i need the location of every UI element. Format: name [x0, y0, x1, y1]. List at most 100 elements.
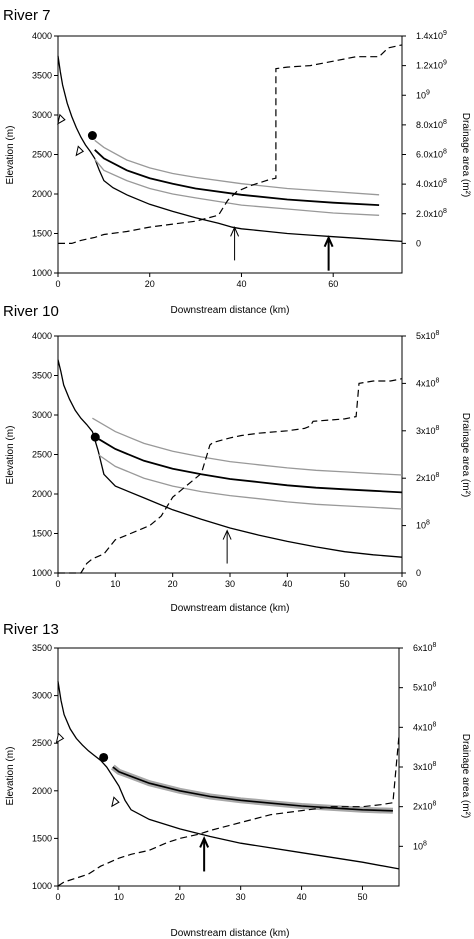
- y2-axis-label: Drainage area (m²): [460, 113, 471, 197]
- y-tick-label: 3500: [32, 643, 52, 653]
- x-tick-label: 20: [168, 579, 178, 589]
- y2-tick-label: 3x108: [416, 425, 440, 436]
- x-tick-label: 40: [282, 579, 292, 589]
- series-profile: [57, 359, 403, 558]
- y2-tick-label: 0: [416, 238, 421, 248]
- chart-title: River 13: [3, 621, 59, 638]
- series-bound: [94, 139, 380, 196]
- chart-river-13: River 13 Downstream distance (km) Elevat…: [3, 621, 471, 939]
- plot-area: 0 20 40 60 1000 1500 2000 2500 3000 3500 4000 1.4x1…: [32, 30, 447, 289]
- y-tick-label: 2500: [32, 150, 52, 160]
- y-tick-label: 3000: [32, 110, 52, 120]
- y-tick-label: 1000: [32, 568, 52, 578]
- y2-tick-label: 6.0x108: [416, 149, 447, 160]
- chart-title: River 7: [3, 7, 51, 24]
- y2-tick-label: 4x108: [413, 721, 437, 732]
- triangle-marker: [111, 796, 120, 808]
- y-tick-label: 2500: [32, 738, 52, 748]
- plot-frame: [57, 647, 400, 887]
- x-tick-label: 10: [110, 579, 120, 589]
- x-tick-label: 0: [55, 892, 60, 902]
- y-axis-label: Elevation (m): [5, 126, 16, 185]
- series-area: [58, 44, 403, 244]
- y2-tick-label: 1.2x109: [416, 60, 447, 71]
- x-tick-label: 50: [340, 579, 350, 589]
- arrow-head: [323, 235, 334, 248]
- x-tick-label: 20: [175, 892, 185, 902]
- series-bound: [94, 158, 380, 216]
- y-tick-label: 1500: [32, 229, 52, 239]
- y-tick-label: 3500: [32, 371, 52, 381]
- y-tick-label: 1500: [32, 529, 52, 539]
- x-tick-label: 30: [225, 579, 235, 589]
- arrow-head: [222, 529, 232, 540]
- x-tick-label: 20: [145, 279, 155, 289]
- y2-tick-label: 2x108: [413, 801, 437, 812]
- arrow-head: [230, 226, 240, 237]
- y-tick-label: 3000: [32, 410, 52, 420]
- y2-tick-label: 3x108: [413, 761, 437, 772]
- plot-area: 0 10 20 30 40 50 1000 1500 2000 2500 3000 3500 6x108…: [32, 642, 437, 902]
- series-band: [110, 764, 393, 814]
- y2-tick-label: 2x108: [416, 472, 440, 483]
- y-tick-label: 2000: [32, 189, 52, 199]
- y2-tick-label: 4.0x108: [416, 178, 447, 189]
- y-tick-label: 3500: [32, 71, 52, 81]
- chart-river-10: River 10 Downstream distance (km) Elevat…: [3, 303, 471, 614]
- y-tick-label: 2500: [32, 450, 52, 460]
- series-bound: [97, 453, 403, 510]
- x-tick-label: 40: [236, 279, 246, 289]
- triangle-marker: [57, 113, 66, 125]
- y2-tick-label: 5x108: [416, 330, 440, 341]
- y-tick-label: 1000: [32, 268, 52, 278]
- y-axis-label: Elevation (m): [5, 747, 16, 806]
- y2-tick-label: 6x108: [413, 642, 437, 653]
- knickpoint-marker: [90, 432, 100, 442]
- x-axis-label: Downstream distance (km): [171, 603, 290, 614]
- y-tick-label: 2000: [32, 786, 52, 796]
- y2-tick-label: 2.0x108: [416, 208, 447, 219]
- y2-axis-label: Drainage area (m²): [460, 413, 471, 497]
- triangle-marker: [55, 732, 65, 744]
- knickpoint-marker: [87, 131, 97, 141]
- y-tick-label: 1500: [32, 833, 52, 843]
- y-tick-label: 4000: [32, 31, 52, 41]
- x-tick-label: 50: [357, 892, 367, 902]
- y-tick-label: 1000: [32, 881, 52, 891]
- x-tick-label: 30: [236, 892, 246, 902]
- y2-tick-label: 109: [416, 89, 430, 100]
- knickpoint-marker: [99, 752, 109, 762]
- series-model: [97, 437, 403, 494]
- y2-tick-label: 1.4x109: [416, 30, 447, 41]
- x-tick-label: 0: [55, 279, 60, 289]
- x-tick-label: 0: [55, 579, 60, 589]
- x-axis-label: Downstream distance (km): [171, 305, 290, 316]
- series-area: [58, 378, 403, 574]
- y-axis-label: Elevation (m): [5, 426, 16, 485]
- y-tick-label: 4000: [32, 331, 52, 341]
- y2-axis-label: Drainage area (m²): [460, 734, 471, 818]
- y2-tick-label: 108: [413, 840, 427, 851]
- y2-tick-label: 0: [416, 568, 421, 578]
- chart-river-7: River 7 Downstream distance (km) Elevati…: [3, 7, 471, 316]
- x-tick-label: 10: [114, 892, 124, 902]
- plot-area: 0 10 20 30 40 50 60 1000 1500 2000 2500 3000 3500 400…: [32, 330, 440, 589]
- x-tick-label: 60: [328, 279, 338, 289]
- series-profile: [57, 55, 403, 243]
- series-model: [112, 766, 393, 812]
- y2-tick-label: 5x108: [413, 682, 437, 693]
- chart-title: River 10: [3, 303, 59, 320]
- x-tick-label: 40: [297, 892, 307, 902]
- x-axis-label: Downstream distance (km): [171, 928, 290, 939]
- triangle-marker: [75, 145, 85, 157]
- series-profile: [57, 681, 400, 870]
- y2-tick-label: 108: [416, 520, 430, 531]
- series-area: [57, 735, 400, 887]
- arrow-head: [199, 835, 210, 848]
- y-tick-label: 3000: [32, 691, 52, 701]
- x-tick-label: 60: [397, 579, 407, 589]
- y-tick-label: 2000: [32, 489, 52, 499]
- y2-tick-label: 4x108: [416, 377, 440, 388]
- y2-tick-label: 8.0x108: [416, 119, 447, 130]
